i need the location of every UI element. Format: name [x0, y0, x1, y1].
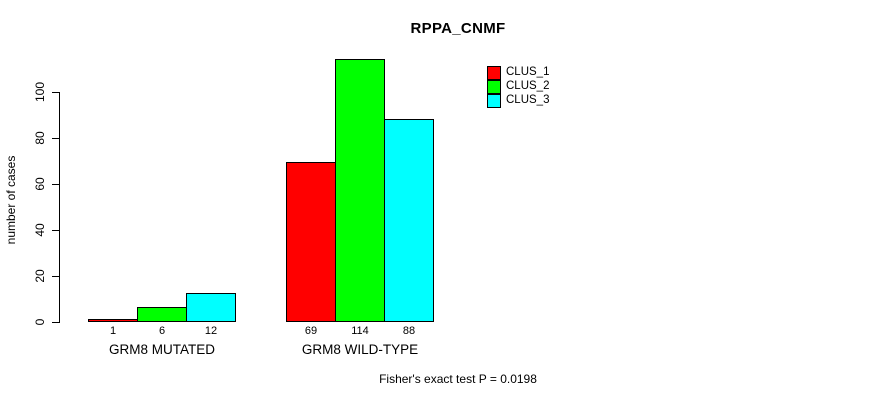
y-tick-label: 20 — [33, 269, 47, 283]
y-axis-line — [59, 92, 60, 323]
legend-swatch-clus_3 — [487, 94, 501, 108]
bar-clus_2-wild-type — [335, 59, 385, 322]
y-axis-label: number of cases — [4, 155, 18, 245]
bar-clus_1-mutated — [88, 319, 138, 322]
caption: Fisher's exact test P = 0.0198 — [379, 372, 537, 386]
chart-title: RPPA_CNMF — [410, 20, 506, 37]
bar-value-label: 1 — [109, 325, 117, 337]
legend-row: CLUS_2 — [487, 80, 577, 94]
bar-clus_3-wild-type — [384, 119, 434, 322]
bar-value-label: 69 — [304, 325, 318, 337]
legend-swatch-clus_2 — [487, 80, 501, 94]
bar-value-label: 114 — [351, 325, 369, 337]
legend-label: CLUS_1 — [506, 66, 550, 78]
legend-label: CLUS_3 — [506, 94, 550, 106]
bar-value-label: 12 — [204, 325, 218, 337]
legend-label: CLUS_2 — [506, 80, 550, 92]
y-tick — [52, 276, 59, 277]
y-tick-label: 40 — [33, 223, 47, 237]
bar-value-label: 6 — [158, 325, 166, 337]
bar-clus_2-mutated — [137, 307, 187, 322]
y-tick — [52, 322, 59, 323]
y-tick-label: 60 — [33, 177, 47, 191]
y-tick-label: 80 — [33, 131, 47, 145]
y-tick-label: 0 — [33, 318, 47, 326]
group-label: GRM8 MUTATED — [109, 342, 215, 357]
legend-row: CLUS_3 — [487, 94, 577, 108]
legend-swatch-clus_1 — [487, 66, 501, 80]
y-tick — [52, 230, 59, 231]
group-label: GRM8 WILD-TYPE — [301, 342, 419, 357]
y-tick — [52, 92, 59, 93]
bar-clus_1-wild-type — [286, 162, 336, 322]
y-tick — [52, 184, 59, 185]
y-tick — [52, 138, 59, 139]
y-tick-label: 100 — [33, 81, 47, 103]
legend-row: CLUS_1 — [487, 66, 577, 80]
bar-value-label: 88 — [402, 325, 416, 337]
bar-clus_3-mutated — [186, 293, 236, 322]
